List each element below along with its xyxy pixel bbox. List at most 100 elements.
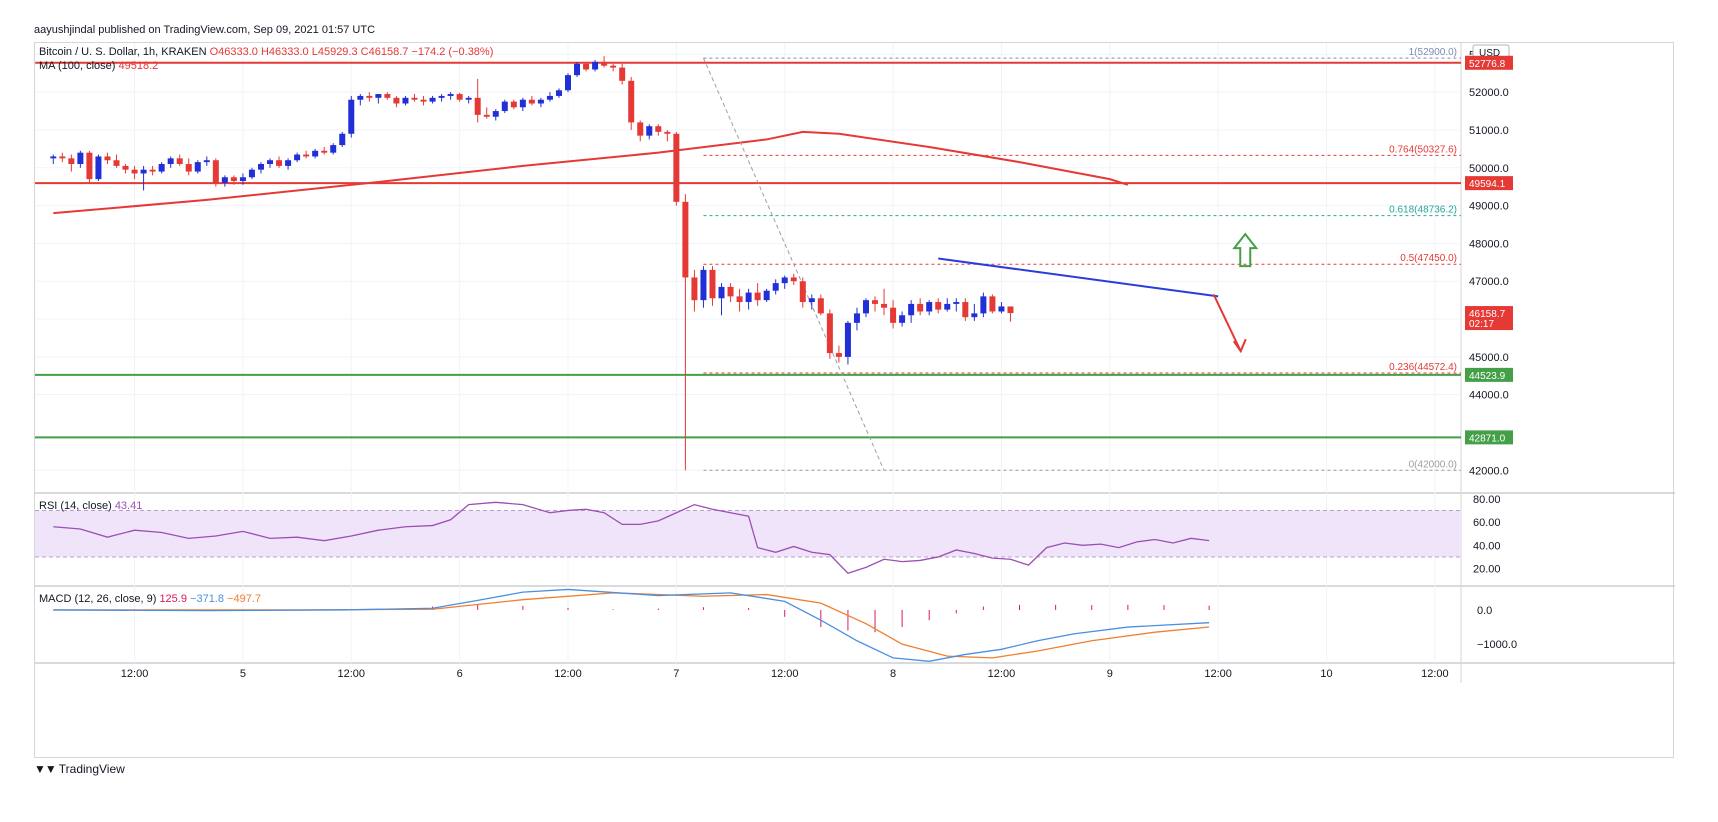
- rsi-line: [53, 501, 1210, 574]
- candle-body: [77, 152, 84, 165]
- candle-body: [917, 303, 924, 312]
- candle-body: [239, 177, 246, 182]
- candle-body: [50, 156, 57, 159]
- candle-body: [709, 269, 716, 299]
- candle-body: [637, 122, 644, 136]
- macd-legend-part: MACD (12, 26, close, 9): [39, 593, 159, 605]
- candle-body: [763, 290, 770, 301]
- candle-body: [781, 277, 788, 284]
- time-axis-label: 12:00: [988, 668, 1016, 680]
- candle-body: [546, 95, 553, 100]
- time-axis-label: 12:00: [1421, 668, 1449, 680]
- badge-49594: [1465, 176, 1513, 191]
- candle-body: [790, 277, 797, 282]
- badge-last-price: [1465, 306, 1513, 331]
- candle-body: [402, 97, 409, 104]
- candle-body: [772, 283, 779, 291]
- rsi-axis-label: 80.00: [1473, 494, 1501, 506]
- candle-body: [682, 201, 689, 278]
- rsi-axis-label: 40.00: [1473, 540, 1501, 552]
- fib-level-label: 0.618(48736.2): [1389, 205, 1457, 216]
- ohlc-legend-part: Bitcoin / U. S. Dollar, 1h, KRAKEN: [39, 46, 210, 58]
- candle-body: [185, 164, 192, 172]
- candle-body: [980, 296, 987, 314]
- candle-body: [899, 315, 906, 323]
- candle-body: [935, 302, 942, 310]
- candle-body: [574, 63, 581, 76]
- time-axis-label: 6: [457, 668, 463, 680]
- price-axis-label: 48000.0: [1469, 238, 1509, 250]
- ohlc-legend-part: −174.2 (−0.38%): [411, 46, 493, 58]
- price-axis-label: 51000.0: [1469, 125, 1509, 137]
- candle-body: [348, 99, 355, 134]
- macd-signal-line: [53, 592, 1210, 659]
- candle-body: [646, 126, 653, 136]
- badge-52776: [1465, 55, 1513, 70]
- candle-body: [673, 133, 680, 202]
- candle-body: [456, 94, 463, 100]
- ohlc-legend-part: L45929.3: [312, 46, 361, 58]
- candle-body: [817, 298, 824, 314]
- chart-frame[interactable]: 12:00 5 12:00 6 12:00 7 12:00 8 12:00 9 12:00 10 12:…: [34, 42, 1675, 759]
- fib-level-label: 0.236(44572.4): [1389, 362, 1457, 373]
- candle-body: [483, 114, 490, 117]
- candle-body: [691, 277, 698, 301]
- ohlc-legend-part: C46158.7: [361, 46, 412, 58]
- badge-last-price-countdown: 02:17: [1469, 319, 1494, 330]
- price-axis-label: 42000.0: [1469, 465, 1509, 477]
- macd-legend-part: −497.7: [227, 593, 261, 605]
- candle-body: [944, 303, 951, 310]
- ma-legend-part: MA (100, close): [39, 60, 118, 72]
- candle-body: [971, 313, 978, 318]
- candle-body: [330, 145, 337, 153]
- candle-body: [718, 286, 725, 299]
- badge-42871-label: 42871.0: [1469, 433, 1506, 444]
- ma100-line: [53, 130, 1129, 215]
- candle-body: [926, 302, 933, 312]
- candle-body: [492, 111, 499, 117]
- time-axis-label: 7: [673, 668, 679, 680]
- candle-body: [194, 162, 201, 172]
- candle-body: [989, 296, 996, 312]
- candle-body: [86, 152, 93, 180]
- tradingview-brand[interactable]: ▼▼ TradingView: [34, 762, 125, 776]
- time-axis-label: 12:00: [121, 668, 149, 680]
- ohlc-legend-part: H46333.0: [261, 46, 312, 58]
- price-axis-label: 47000.0: [1469, 276, 1509, 288]
- candle-body: [366, 95, 373, 98]
- macd-axis-label: 0.0: [1477, 605, 1492, 617]
- candle-body: [528, 99, 535, 104]
- candle-body: [881, 303, 888, 308]
- candle-body: [221, 177, 228, 183]
- candle-body: [429, 97, 436, 102]
- candle-body: [583, 63, 590, 70]
- candle-body: [727, 286, 734, 297]
- candle-body: [384, 94, 391, 98]
- candle-body: [565, 75, 571, 91]
- candle-body: [140, 169, 147, 174]
- candle-body: [700, 269, 707, 301]
- rsi-axis-label: 20.00: [1473, 564, 1501, 576]
- candle-body: [844, 322, 851, 357]
- candle-body: [257, 164, 264, 170]
- candle-body: [619, 67, 626, 81]
- candle-body: [962, 302, 969, 318]
- rsi-axis-label: 60.00: [1473, 517, 1501, 529]
- candle-body: [510, 101, 517, 108]
- candle-body: [736, 296, 743, 303]
- macd-axis-label: −1000.0: [1477, 639, 1517, 651]
- price-axis-label: 49000.0: [1469, 201, 1509, 213]
- badge-49594-label: 49594.1: [1469, 179, 1506, 190]
- trendline: [938, 257, 1219, 298]
- candle-body: [321, 150, 328, 153]
- down-arrow-head: [1232, 338, 1247, 354]
- macd-legend: MACD (12, 26, close, 9) 125.9 −371.8 −49…: [39, 593, 261, 605]
- candle-body: [872, 300, 879, 304]
- macd-legend-part: 125.9: [159, 593, 190, 605]
- time-axis-label: 8: [890, 668, 896, 680]
- chart-canvas[interactable]: 12:00 5 12:00 6 12:00 7 12:00 8 12:00 9 12:00 10 12:…: [35, 43, 1675, 759]
- candle-body: [601, 61, 608, 66]
- candle-body: [339, 133, 346, 146]
- candle-body: [167, 158, 174, 165]
- macd-legend-part: −371.8: [190, 593, 227, 605]
